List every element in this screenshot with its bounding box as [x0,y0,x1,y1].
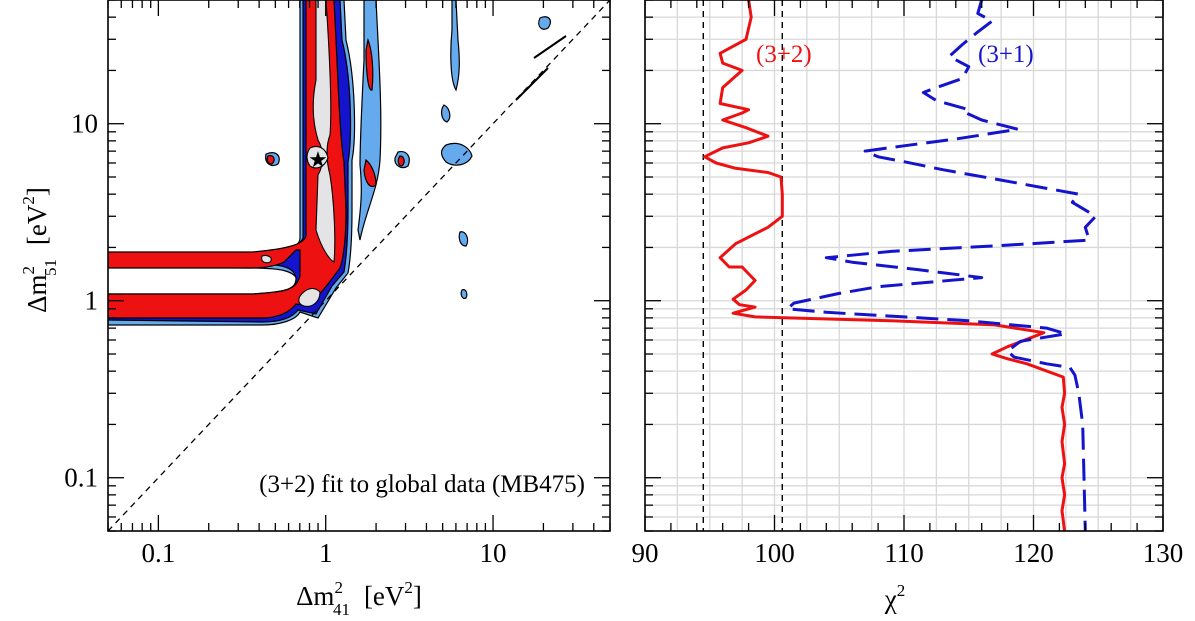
x-tick-label: 110 [884,538,924,568]
x-tick-label: 0.1 [141,538,175,568]
x-tick-label: 90 [632,538,659,568]
series-label-3plus1: (3+1) [978,41,1034,68]
chi2-series [703,0,1098,531]
contour-panel: ★ 0.1 1 10 0.1 1 10 (3+2) fit to global data … [19,0,611,619]
left-axis-ticks: 0.1 1 10 0.1 1 10 [64,0,611,568]
contour-regions [108,0,552,326]
series-line-3plus1 [786,0,1098,531]
left-xlabel: Δm2 41 [eV2] [296,578,422,619]
left-ylabel: Δm2 51[eV2] [19,187,60,313]
contour-segment [533,35,567,59]
contour-gray-region [261,0,336,307]
x-tick-label: 130 [1143,538,1184,568]
x-tick-label: 10 [480,538,507,568]
x-tick-label: 100 [754,538,795,568]
contour-annotation: (3+2) fit to global data (MB475) [259,471,585,498]
y-tick-label: 0.1 [64,463,98,493]
left-plot-frame [107,0,611,532]
right-axis-ticks: 90 100 110 120 130 [632,0,1184,568]
reference-lines [702,0,783,531]
contour-segment [515,67,549,101]
chi2-panel: 90 100 110 120 130 (3+2) (3+1) χ2 [632,0,1184,614]
y-tick-label: 10 [71,109,98,139]
y-tick-label: 1 [85,286,99,316]
series-label-3plus2: (3+2) [756,41,812,68]
x-tick-label: 120 [1013,538,1054,568]
best-fit-star-marker: ★ [308,147,328,172]
series-line-3plus2 [703,0,1067,531]
x-tick-label: 1 [319,538,333,568]
right-xlabel: χ2 [884,581,905,614]
right-grid [645,0,1163,531]
